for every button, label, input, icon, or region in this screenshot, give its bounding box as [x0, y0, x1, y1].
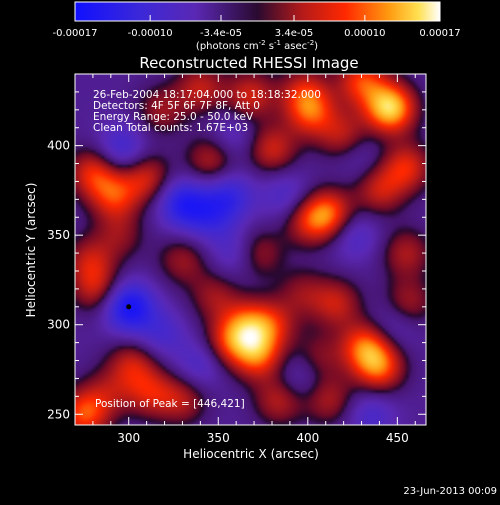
colorbar-tick-label: 3.4e-05 [275, 28, 313, 39]
plot-frame [74, 73, 427, 426]
colorbar-ticks: -0.00017 -0.00010 -3.4e-05 3.4e-05 0.00010 0.… [53, 15, 461, 39]
colorbar-tick-label: 0.00017 [419, 28, 460, 39]
colorbar-units: (photons cm-2 s-1 asec-2) [196, 39, 318, 52]
colorbar-tick-label: -0.00010 [128, 28, 173, 39]
heatmap-image [75, 74, 426, 425]
chart-title: Reconstructed RHESSI Image [139, 54, 358, 72]
colorbar-tick-label: 0.00010 [344, 28, 385, 39]
y-tick-label: 400 [47, 139, 70, 153]
footer-timestamp: 23-Jun-2013 00:09 [403, 486, 497, 497]
colorbar: -0.00017 -0.00010 -3.4e-05 3.4e-05 0.00010 0.… [53, 1, 461, 52]
x-axis-label: Heliocentric X (arcsec) [183, 447, 319, 461]
axis-ticks: 300 350 400 450 250 300 350 400 [47, 73, 426, 445]
y-tick-label: 300 [47, 318, 70, 332]
x-tick-label: 400 [296, 431, 319, 445]
y-tick-label: 350 [47, 228, 70, 242]
x-tick-label: 450 [386, 431, 409, 445]
annotation-total-counts: Clean Total counts: 1.67E+03 [93, 122, 248, 134]
annotation-detectors: Detectors: 4F 5F 6F 7F 8F, Att 0 [93, 100, 260, 112]
annotation-energy-range: Energy Range: 25.0 - 50.0 keV [93, 111, 254, 123]
y-axis-label: Heliocentric Y (arcsec) [24, 183, 38, 318]
x-tick-label: 350 [207, 431, 230, 445]
annotation-time-range: 26-Feb-2004 18:17:04.000 to 18:18:32.000 [93, 89, 321, 101]
minimum-marker [126, 304, 132, 310]
colorbar-tick-label: -0.00017 [53, 28, 98, 39]
colorbar-gradient [74, 1, 441, 22]
heatmap-marks [126, 304, 132, 310]
peak-position-label: Position of Peak = [446,421] [95, 398, 245, 410]
x-tick-label: 300 [117, 431, 140, 445]
y-tick-label: 250 [47, 407, 70, 421]
colorbar-tick-label: -3.4e-05 [200, 28, 242, 39]
